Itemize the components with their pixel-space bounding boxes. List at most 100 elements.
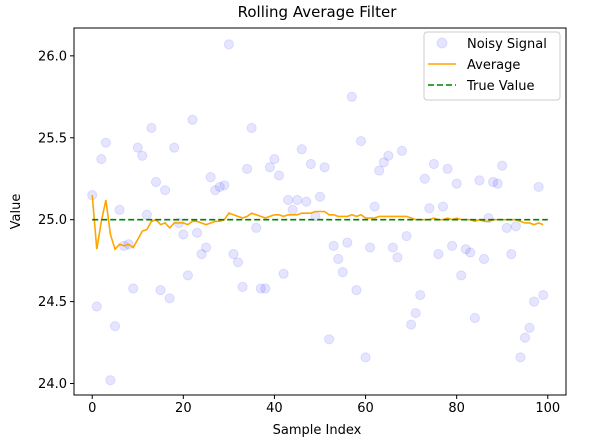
noisy-signal-point — [337, 267, 348, 278]
line-series — [91, 195, 548, 251]
noisy-signal-point — [447, 240, 458, 252]
noisy-signal-point — [351, 285, 362, 296]
noisy-signal-point — [519, 332, 531, 343]
noisy-signal-point — [410, 307, 421, 319]
x-axis-ticks: 0 20 40 60 80 100 — [88, 395, 560, 416]
noisy-signal-point — [401, 230, 412, 242]
y-tick-label: 24.0 — [38, 377, 67, 392]
legend-marker-noisy-signal — [436, 37, 448, 49]
y-tick-label: 24.5 — [38, 295, 67, 310]
noisy-signal-point — [164, 293, 175, 304]
noisy-signal-point — [169, 142, 180, 153]
x-tick-label: 60 — [357, 401, 374, 416]
noisy-signal-point — [433, 249, 444, 260]
x-tick-label: 20 — [175, 401, 192, 416]
noisy-signal-point — [150, 176, 162, 188]
noisy-signal-point — [378, 157, 389, 168]
average-line — [91, 195, 544, 251]
noisy-signal-point — [296, 144, 307, 155]
noisy-signal-point — [533, 181, 544, 193]
noisy-signal-point — [355, 135, 367, 147]
noisy-signal-point — [497, 160, 508, 171]
noisy-signal-point — [228, 249, 239, 260]
noisy-signal-point — [264, 162, 275, 173]
x-tick-label: 100 — [535, 401, 560, 416]
noisy-signal-point — [415, 289, 426, 301]
noisy-signal-point — [260, 283, 271, 294]
noisy-signal-point — [469, 312, 480, 324]
legend-label-noisy-signal: Noisy Signal — [467, 37, 547, 52]
noisy-signal-point — [314, 191, 326, 202]
noisy-signal-point — [278, 268, 289, 279]
y-tick-label: 26.0 — [38, 49, 67, 64]
noisy-signal-point — [369, 201, 380, 212]
noisy-signal-point — [333, 253, 344, 265]
noisy-signal-point — [478, 253, 490, 265]
noisy-signal-point — [451, 178, 462, 189]
noisy-signal-point — [442, 163, 453, 174]
noisy-signal-point — [501, 222, 512, 233]
y-axis-label: Value — [9, 194, 24, 230]
noisy-signal-point — [488, 176, 499, 188]
x-tick-label: 40 — [266, 401, 283, 416]
noisy-signal-point — [283, 194, 294, 206]
noisy-signal-point — [346, 91, 357, 102]
y-tick-label: 25.5 — [38, 131, 67, 146]
noisy-signal-point — [510, 221, 521, 232]
noisy-signal-point — [219, 180, 230, 191]
noisy-signal-point — [191, 227, 203, 238]
noisy-signal-point — [374, 165, 385, 176]
noisy-signal-point — [100, 137, 111, 148]
noisy-signal-point — [182, 270, 193, 281]
legend: Noisy Signal Average True Value — [423, 31, 561, 101]
noisy-signal-point — [456, 270, 467, 281]
noisy-signal-point — [529, 296, 540, 307]
legend-label-true-value: True Value — [466, 79, 534, 94]
noisy-signal-point — [324, 334, 335, 345]
scatter-series — [87, 39, 549, 386]
x-axis-label: Sample Index — [273, 423, 362, 438]
noisy-signal-point — [205, 171, 216, 183]
noisy-signal-point — [114, 204, 125, 215]
noisy-signal-point — [524, 322, 535, 333]
noisy-signal-point — [214, 181, 225, 193]
noisy-signal-point — [146, 122, 157, 134]
noisy-signal-point — [360, 352, 371, 363]
noisy-signal-point — [506, 249, 517, 260]
noisy-signal-point — [187, 114, 198, 125]
noisy-signal-point — [109, 321, 121, 332]
noisy-signal-point — [515, 352, 526, 363]
noisy-signal-point — [160, 185, 171, 196]
noisy-signal-point — [396, 145, 408, 156]
noisy-signal-point — [305, 158, 316, 170]
noisy-signal-point — [292, 194, 303, 206]
noisy-signal-point — [242, 163, 253, 174]
noisy-signal-point — [269, 153, 280, 165]
noisy-signal-point — [424, 203, 435, 214]
noisy-signal-point — [392, 252, 403, 263]
noisy-signal-point — [301, 196, 312, 207]
noisy-signal-point — [105, 375, 116, 386]
noisy-signal-point — [383, 150, 394, 161]
noisy-signal-point — [328, 240, 339, 252]
noisy-signal-point — [201, 242, 212, 253]
noisy-signal-point — [223, 39, 234, 50]
noisy-signal-point — [460, 244, 471, 255]
noisy-signal-point — [428, 158, 439, 170]
noisy-signal-point — [251, 222, 262, 233]
noisy-signal-point — [273, 170, 285, 181]
noisy-signal-point — [465, 247, 476, 258]
noisy-signal-point — [387, 242, 398, 253]
noisy-signal-point — [287, 204, 298, 215]
noisy-signal-point — [538, 289, 549, 301]
x-tick-label: 80 — [448, 401, 465, 416]
noisy-signal-point — [419, 173, 430, 184]
noisy-signal-point — [210, 185, 221, 196]
noisy-signal-point — [319, 162, 330, 173]
chart-title: Rolling Average Filter — [238, 3, 398, 21]
y-axis-ticks: 24.0 24.5 25.0 25.5 26.0 — [38, 49, 74, 392]
noisy-signal-point — [406, 319, 417, 330]
noisy-signal-point — [137, 150, 148, 161]
noisy-signal-point — [342, 237, 353, 248]
